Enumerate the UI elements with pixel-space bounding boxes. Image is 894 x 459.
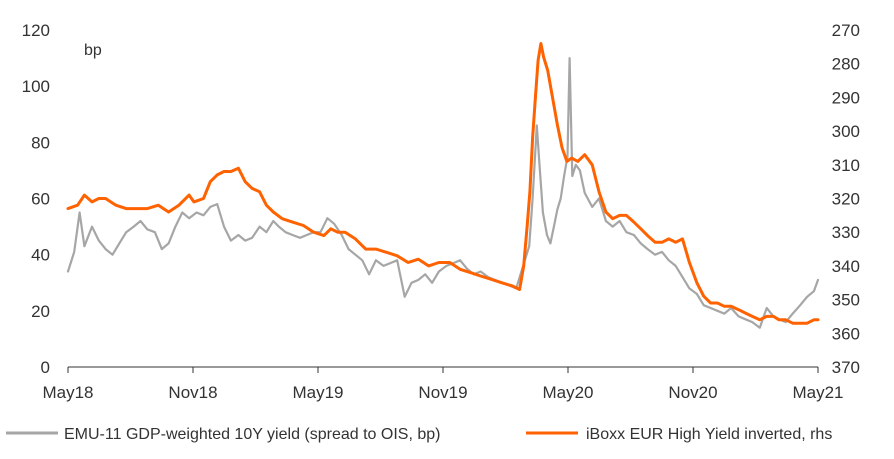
right-tick-label: 360 [832,324,860,343]
series-line-grey [66,57,820,329]
left-tick-label: 120 [22,21,50,40]
right-tick-label: 370 [832,358,860,377]
x-axis-ticks: May18 Nov18 May19 Nov19 May20 Nov20 May21 [42,367,844,402]
series-layer [66,42,820,329]
right-tick-label: 280 [832,55,860,74]
left-tick-label: 60 [31,190,50,209]
right-tick-label: 310 [832,156,860,175]
left-axis-ticks: 0 20 40 60 80 100 120 [22,21,50,377]
legend: EMU-11 GDP-weighted 10Y yield (spread to… [6,426,832,443]
right-tick-label: 330 [832,223,860,242]
x-tick-label: Nov18 [168,383,217,402]
right-tick-label: 300 [832,122,860,141]
unit-label: bp [84,42,102,59]
x-tick-label: May19 [292,383,343,402]
left-tick-label: 80 [31,133,50,152]
x-tick-label: Nov19 [418,383,467,402]
x-tick-label: Nov20 [668,383,717,402]
left-tick-label: 100 [22,77,50,96]
legend-label-orange: iBoxx EUR High Yield inverted, rhs [586,426,832,443]
series-line-orange [66,42,820,325]
legend-label-grey: EMU-11 GDP-weighted 10Y yield (spread to… [64,426,440,443]
x-tick-label: May20 [542,383,593,402]
left-tick-label: 0 [41,358,50,377]
right-axis-ticks: 270 280 290 300 310 320 330 340 350 360 370 [832,21,860,377]
left-tick-label: 20 [31,302,50,321]
right-tick-label: 290 [832,88,860,107]
right-tick-label: 270 [832,21,860,40]
x-tick-label: May18 [42,383,93,402]
right-tick-label: 350 [832,291,860,310]
right-tick-label: 340 [832,257,860,276]
x-tick-label: May21 [792,383,843,402]
left-tick-label: 40 [31,246,50,265]
right-tick-label: 320 [832,190,860,209]
